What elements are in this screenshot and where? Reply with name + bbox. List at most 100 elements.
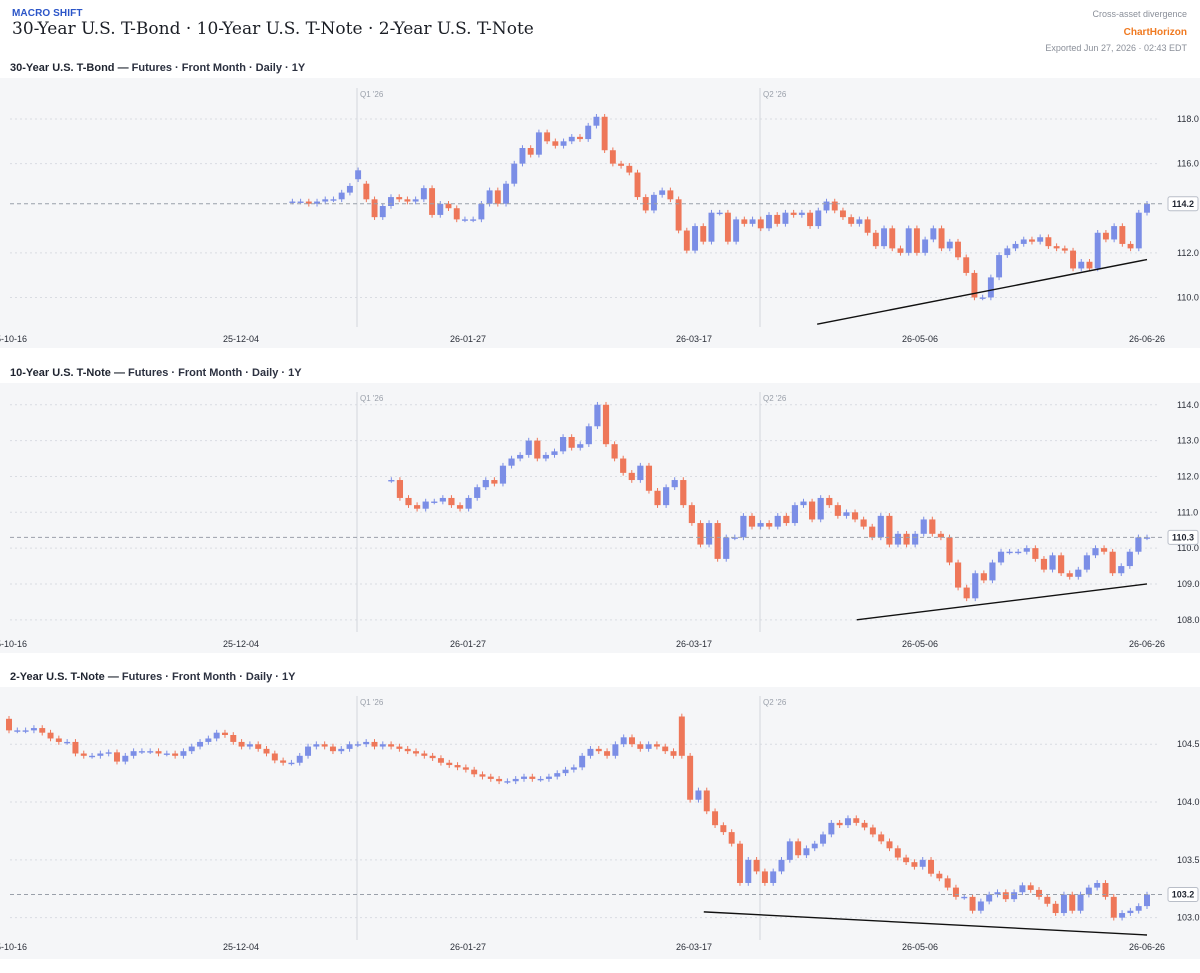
candle-body — [952, 887, 959, 897]
x-tick-label: 25-12-04 — [223, 942, 259, 952]
candle-body — [1066, 573, 1073, 577]
candle-body — [230, 734, 237, 742]
candle-body — [39, 728, 46, 733]
candle-body — [396, 480, 404, 498]
candle-body — [650, 194, 657, 211]
candle-body — [288, 762, 295, 765]
candle-body — [585, 426, 592, 445]
candle-body — [1078, 261, 1085, 269]
candle-body — [305, 746, 312, 756]
candle-body — [1102, 232, 1109, 240]
candle-body — [1049, 555, 1056, 570]
candle-body — [271, 753, 278, 761]
candle-body — [778, 859, 785, 872]
candle-body — [494, 190, 501, 204]
candle-body — [346, 744, 353, 749]
candle-body — [105, 752, 112, 754]
candle-body — [869, 827, 876, 835]
last-price-label: 110.3 — [1172, 532, 1194, 542]
candle-body — [723, 537, 730, 559]
candle-body — [1028, 239, 1035, 242]
last-price-label: 114.2 — [1172, 199, 1194, 209]
candle-body — [551, 451, 558, 455]
candle-body — [22, 730, 29, 732]
candle-body — [675, 199, 682, 231]
candle-body — [461, 219, 468, 221]
candle-body — [745, 859, 752, 883]
last-price-label: 103.2 — [1172, 890, 1195, 900]
candle-body — [396, 746, 403, 749]
brand-logo[interactable]: ChartHorizon — [1123, 27, 1187, 38]
candle-body — [905, 228, 912, 253]
candle-body — [700, 226, 707, 242]
candle-body — [786, 841, 793, 860]
candle-body — [521, 776, 527, 779]
candle-body — [422, 501, 429, 509]
candle-body — [783, 515, 790, 524]
candle-body — [946, 241, 953, 249]
panel-3-title: 2-Year U.S. T-Note — Futures · Front Mon… — [10, 671, 295, 683]
candle-body — [997, 551, 1005, 563]
candle-body — [448, 497, 455, 506]
candle-body — [881, 228, 887, 247]
candle-body — [843, 512, 850, 516]
candle-body — [471, 769, 478, 775]
candle-body — [972, 573, 979, 599]
candle-body — [836, 822, 843, 826]
candle-body — [740, 515, 747, 538]
candle-body — [371, 199, 378, 218]
candle-body — [741, 219, 748, 224]
page-title: 30-Year U.S. T-Bond · 10-Year U.S. T-Not… — [12, 19, 534, 39]
candle-body — [886, 515, 893, 545]
candle-body — [529, 776, 536, 779]
candle-body — [1004, 248, 1011, 256]
candle-body — [503, 183, 509, 204]
candle-body — [692, 226, 698, 251]
candle-body — [80, 753, 87, 756]
x-tick-label: 26-06-26 — [1129, 334, 1165, 344]
candle-body — [716, 212, 723, 215]
x-tick-label: 26-03-17 — [676, 942, 712, 952]
candle-body — [421, 753, 428, 756]
candle-body — [321, 744, 328, 747]
candle-body — [774, 214, 781, 224]
candle-body — [703, 790, 710, 812]
candle-body — [396, 197, 403, 200]
y-tick-label: 116.0 — [1177, 159, 1199, 169]
candle-body — [1070, 250, 1077, 269]
candle-body — [55, 738, 62, 742]
x-tick-label: 26-05-06 — [902, 942, 938, 952]
candle-body — [1127, 243, 1134, 249]
candle-body — [637, 744, 644, 749]
panel-1-sep: — — [117, 62, 132, 74]
trendline — [856, 583, 1148, 621]
candle-body — [255, 744, 262, 749]
candle-body — [1061, 248, 1068, 251]
candle-body — [462, 767, 469, 770]
candle-body — [1027, 885, 1034, 890]
candle-body — [903, 857, 910, 863]
candle-body — [354, 744, 361, 746]
candle-body — [577, 444, 584, 448]
candle-body — [670, 751, 677, 756]
candle-body — [453, 208, 460, 220]
x-tick-label: 26-06-26 — [1129, 942, 1165, 952]
candle-body — [504, 781, 511, 783]
candle-body — [527, 148, 534, 155]
candle-body — [602, 404, 610, 445]
candle-body — [1037, 237, 1044, 242]
y-tick-label: 110.0 — [1177, 543, 1199, 553]
candle-body — [542, 454, 549, 459]
y-tick-label: 114.0 — [1177, 400, 1199, 410]
candle-body — [761, 871, 768, 883]
candle-body — [920, 519, 927, 534]
candle-body — [363, 183, 370, 200]
candle-body — [594, 404, 601, 427]
trendline — [817, 258, 1148, 325]
candle-body — [662, 746, 669, 752]
candle-body — [445, 203, 452, 209]
candle-body — [1119, 226, 1126, 244]
candle-body — [872, 232, 879, 247]
candle-body — [97, 753, 104, 756]
